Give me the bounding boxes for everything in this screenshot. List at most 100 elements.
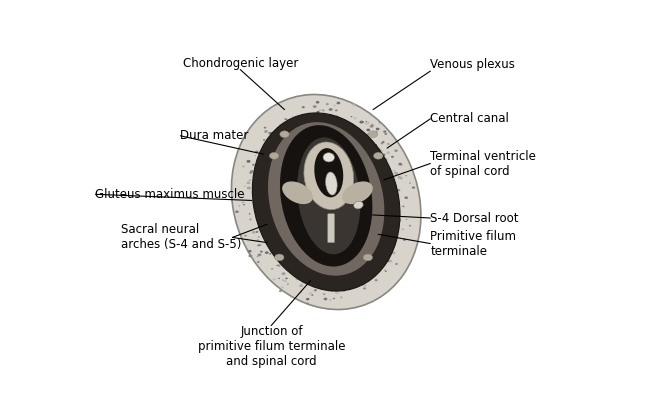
Ellipse shape <box>381 159 384 161</box>
Ellipse shape <box>296 277 299 279</box>
Ellipse shape <box>265 251 269 254</box>
Ellipse shape <box>247 186 251 190</box>
Ellipse shape <box>297 117 299 119</box>
Ellipse shape <box>374 147 376 149</box>
Ellipse shape <box>260 157 263 158</box>
Ellipse shape <box>341 287 343 289</box>
Ellipse shape <box>364 141 366 143</box>
FancyBboxPatch shape <box>328 214 335 243</box>
Ellipse shape <box>265 235 267 236</box>
Ellipse shape <box>310 115 312 117</box>
Ellipse shape <box>361 277 364 278</box>
Ellipse shape <box>343 291 345 292</box>
Ellipse shape <box>371 141 374 143</box>
Text: Terminal ventricle
of spinal cord: Terminal ventricle of spinal cord <box>430 150 536 178</box>
Ellipse shape <box>363 136 366 138</box>
Ellipse shape <box>244 235 247 236</box>
Ellipse shape <box>376 128 380 130</box>
Ellipse shape <box>276 265 278 266</box>
Ellipse shape <box>386 223 388 224</box>
Ellipse shape <box>405 196 408 199</box>
Text: Venous plexus: Venous plexus <box>430 58 515 71</box>
Ellipse shape <box>287 284 289 285</box>
Ellipse shape <box>335 276 339 278</box>
Ellipse shape <box>292 116 294 117</box>
Ellipse shape <box>257 244 260 246</box>
Ellipse shape <box>302 122 305 124</box>
Ellipse shape <box>374 279 378 281</box>
Ellipse shape <box>364 144 366 146</box>
Ellipse shape <box>388 194 391 196</box>
Ellipse shape <box>308 113 310 114</box>
Ellipse shape <box>369 260 370 261</box>
Ellipse shape <box>390 217 394 220</box>
Ellipse shape <box>275 140 279 143</box>
Ellipse shape <box>258 180 261 182</box>
Ellipse shape <box>394 188 398 192</box>
Ellipse shape <box>374 152 383 159</box>
Ellipse shape <box>304 142 353 210</box>
Ellipse shape <box>263 139 265 141</box>
Ellipse shape <box>282 279 285 281</box>
Ellipse shape <box>403 239 406 241</box>
Ellipse shape <box>309 292 312 295</box>
Ellipse shape <box>384 270 386 271</box>
Ellipse shape <box>394 223 396 224</box>
Ellipse shape <box>335 110 337 111</box>
Ellipse shape <box>364 284 367 287</box>
Ellipse shape <box>325 172 337 195</box>
Ellipse shape <box>257 236 260 238</box>
Ellipse shape <box>260 192 262 194</box>
Ellipse shape <box>351 286 353 288</box>
Ellipse shape <box>323 282 327 284</box>
Ellipse shape <box>300 292 302 293</box>
Ellipse shape <box>337 278 339 280</box>
Ellipse shape <box>272 278 276 280</box>
Ellipse shape <box>269 152 279 159</box>
Ellipse shape <box>386 152 390 154</box>
Ellipse shape <box>317 111 320 113</box>
Ellipse shape <box>253 113 400 291</box>
Ellipse shape <box>304 129 306 130</box>
Ellipse shape <box>282 182 313 204</box>
Ellipse shape <box>380 152 382 154</box>
Ellipse shape <box>391 156 394 158</box>
Ellipse shape <box>329 130 333 133</box>
Ellipse shape <box>286 278 288 279</box>
Ellipse shape <box>282 286 284 288</box>
Ellipse shape <box>314 289 317 292</box>
Ellipse shape <box>384 174 388 177</box>
Ellipse shape <box>394 149 398 152</box>
Ellipse shape <box>395 263 398 265</box>
Ellipse shape <box>305 114 308 116</box>
Ellipse shape <box>387 143 390 145</box>
Ellipse shape <box>258 169 261 171</box>
Text: Chondrogenic layer: Chondrogenic layer <box>183 56 298 70</box>
Ellipse shape <box>363 254 372 261</box>
Ellipse shape <box>311 294 313 296</box>
Ellipse shape <box>284 118 287 120</box>
Ellipse shape <box>239 205 241 207</box>
Ellipse shape <box>353 201 363 209</box>
Ellipse shape <box>319 109 322 111</box>
Ellipse shape <box>308 120 310 121</box>
Ellipse shape <box>340 120 343 122</box>
Ellipse shape <box>302 282 304 284</box>
Ellipse shape <box>261 186 263 188</box>
Ellipse shape <box>394 172 398 175</box>
Ellipse shape <box>237 192 241 195</box>
Ellipse shape <box>280 131 289 138</box>
Ellipse shape <box>284 280 287 282</box>
Ellipse shape <box>252 231 255 234</box>
Ellipse shape <box>331 290 333 292</box>
Ellipse shape <box>268 132 272 135</box>
Ellipse shape <box>347 127 350 129</box>
Ellipse shape <box>382 238 385 240</box>
Ellipse shape <box>257 239 259 242</box>
Ellipse shape <box>274 241 276 242</box>
Ellipse shape <box>333 118 337 120</box>
Ellipse shape <box>290 270 292 271</box>
Ellipse shape <box>382 141 384 143</box>
Ellipse shape <box>256 211 259 213</box>
Ellipse shape <box>384 133 387 135</box>
